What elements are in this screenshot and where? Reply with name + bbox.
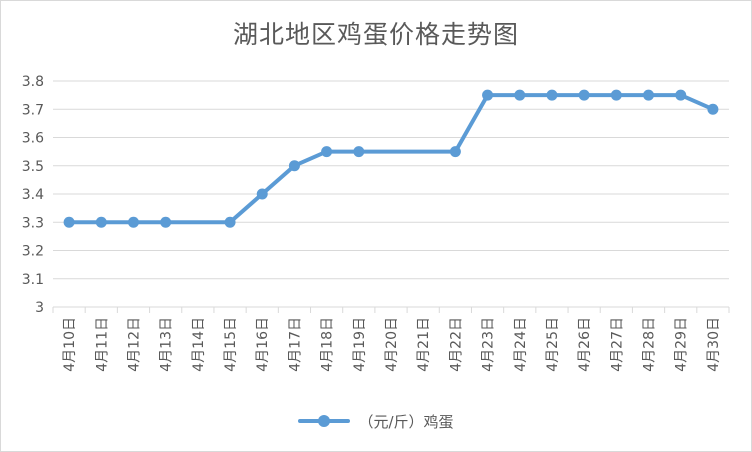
x-tick-label: 4月26日 (577, 317, 593, 372)
x-tick-label: 4月14日 (191, 317, 207, 372)
data-point (578, 89, 590, 101)
data-point (224, 216, 236, 228)
data-point (353, 146, 365, 158)
data-point (610, 89, 622, 101)
data-point (288, 160, 300, 172)
x-tick-label: 4月16日 (255, 317, 271, 372)
data-point (514, 89, 526, 101)
x-tick-label: 4月19日 (352, 317, 368, 372)
data-point (482, 89, 494, 101)
x-tick-label: 4月21日 (416, 317, 432, 372)
y-tick-label: 3.1 (22, 272, 44, 288)
x-tick-label: 4月17日 (287, 317, 303, 372)
y-tick-label: 3.5 (22, 159, 44, 175)
legend: （元/斤）鸡蛋 (1, 409, 751, 433)
y-tick-label: 3.7 (22, 102, 44, 118)
legend-label: （元/斤）鸡蛋 (358, 412, 454, 431)
y-tick-label: 3.6 (22, 131, 44, 147)
series-line (67, 93, 715, 225)
x-tick-label: 4月27日 (609, 317, 625, 372)
x-tick-label: 4月23日 (481, 317, 497, 372)
y-tick-label: 3 (35, 300, 44, 316)
data-point (321, 146, 333, 158)
data-point (643, 89, 655, 101)
data-point (546, 89, 558, 101)
data-point (707, 103, 719, 115)
y-tick-label: 3.8 (22, 74, 44, 90)
x-tick-label: 4月28日 (642, 317, 658, 372)
y-tick-label: 3.3 (22, 215, 44, 231)
data-point (95, 216, 107, 228)
y-tick-label: 3.2 (22, 244, 44, 260)
x-tick-label: 4月10日 (62, 317, 78, 372)
data-point (63, 216, 75, 228)
x-tick-label: 4月24日 (513, 317, 529, 372)
x-tick-label: 4月25日 (545, 317, 561, 372)
data-point (256, 188, 268, 200)
chart-title: 湖北地区鸡蛋价格走势图 (232, 20, 519, 49)
data-point (449, 146, 461, 158)
legend-swatch (298, 411, 351, 431)
data-point (160, 216, 172, 228)
x-tick-label: 4月18日 (320, 317, 336, 372)
x-tick-label: 4月30日 (706, 317, 722, 372)
x-tick-label: 4月15日 (223, 317, 239, 372)
x-tick-label: 4月29日 (674, 317, 690, 372)
y-tick-label: 3.4 (22, 187, 44, 203)
data-point (675, 89, 687, 101)
x-tick-label: 4月11日 (94, 317, 110, 372)
x-tick-label: 4月20日 (384, 317, 400, 372)
x-tick-label: 4月12日 (126, 317, 142, 372)
x-tick-label: 4月13日 (159, 317, 175, 372)
x-tick-label: 4月22日 (448, 317, 464, 372)
data-point (127, 216, 139, 228)
